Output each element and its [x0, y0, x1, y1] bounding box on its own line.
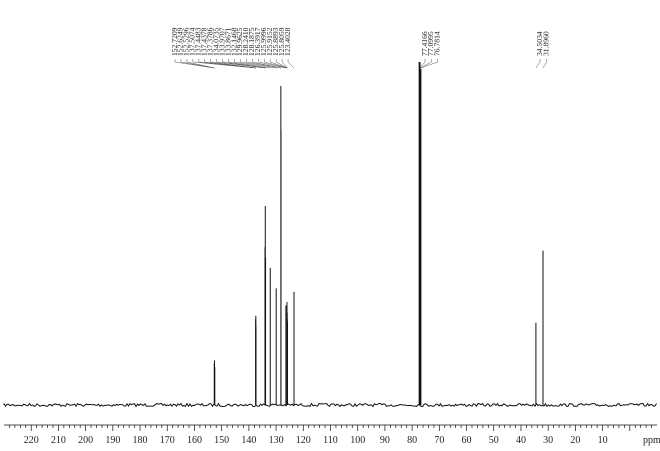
peak-shift-label: 137.4378	[200, 27, 209, 56]
tick-label: 50	[489, 435, 499, 446]
peak-label-layer: 152.7209152.6249152.5296137.5074137.4483…	[170, 27, 550, 69]
tick-label: 110	[323, 435, 338, 446]
peak-leader-line	[180, 59, 215, 69]
peak-shift-label: 31.8960	[541, 31, 550, 56]
peak-shift-label: 123.4028	[283, 27, 292, 56]
peak-shift-label: 152.5296	[182, 27, 191, 56]
tick-label: 100	[350, 435, 365, 446]
peak-shift-label: 76.7814	[432, 31, 441, 56]
peak-leader-line	[275, 59, 288, 69]
tick-label: 90	[380, 435, 390, 446]
peak-leader-line	[252, 59, 282, 69]
spectrum-baseline	[3, 402, 657, 408]
x-axis: 220 210 200 190 180 170 160 150 140 130 120 110 100 9…	[4, 424, 657, 446]
tick-label: 210	[51, 435, 66, 446]
peak-shift-label: 126.3917	[253, 27, 262, 56]
peak-shift-label: 77.0995	[426, 31, 435, 56]
tick-label: 180	[133, 435, 148, 446]
peak-leader-line	[240, 59, 277, 69]
x-axis-unit-label: ppm	[643, 435, 660, 446]
peak-leader-line	[216, 59, 266, 69]
peak-shift-label: 77.4166	[420, 31, 429, 56]
peak-leader-line	[210, 59, 257, 69]
peak-leader-line	[264, 59, 288, 69]
peak-shift-label: 125.8893	[271, 27, 280, 56]
peak-shift-label: 152.7209	[170, 27, 179, 56]
tick-label: 10	[598, 435, 608, 446]
peak-shift-label: 132.1468	[229, 27, 238, 56]
tick-label: 80	[407, 435, 417, 446]
peak-shift-label: 128.1875	[247, 27, 256, 56]
peak-shift-label: 137.5074	[188, 27, 197, 56]
peak-leader-line	[269, 59, 288, 69]
tick-label: 200	[78, 435, 93, 446]
peak-leader-line	[228, 59, 266, 69]
peak-leader-line	[234, 59, 271, 69]
peak-leader-line	[222, 59, 266, 69]
tick-label: 150	[214, 435, 229, 446]
peak-leader-line	[287, 59, 295, 69]
peak-shift-label: 152.6249	[176, 27, 185, 56]
tick-label: 160	[187, 435, 202, 446]
peak-leader-line	[246, 59, 281, 69]
peak-shift-label: 34.5034	[535, 31, 544, 56]
peak-leader-line	[258, 59, 286, 69]
peak-leader-line	[420, 59, 438, 69]
tick-label: 30	[543, 435, 553, 446]
tick-label: 130	[269, 435, 284, 446]
tick-label: 220	[24, 435, 39, 446]
peak-shift-label: 137.4483	[194, 27, 203, 56]
tick-label: 120	[296, 435, 311, 446]
peak-shift-label: 137.3786	[205, 27, 214, 56]
peak-shift-label: 134.0735	[211, 27, 220, 56]
tick-label: 70	[434, 435, 444, 446]
tick-label: 20	[570, 435, 580, 446]
peak-leader-line	[535, 59, 541, 69]
peak-shift-label: 133.9707	[217, 27, 226, 56]
tick-label: 170	[160, 435, 175, 446]
peak-leader-line	[204, 59, 256, 69]
peak-layer	[213, 62, 544, 405]
tick-label: 140	[241, 435, 256, 446]
peak-shift-label: 125.9996	[259, 27, 268, 56]
peak-shift-label: 125.8059	[277, 27, 286, 56]
peak-shift-label: 129.9625	[235, 27, 244, 56]
peak-shift-label: 128.2410	[241, 27, 250, 56]
peak-leader-line	[281, 59, 288, 69]
tick-label: 190	[105, 435, 120, 446]
peak-leader-line	[419, 59, 432, 69]
peak-shift-label: 133.8671	[223, 27, 232, 56]
tick-label: 60	[462, 435, 472, 446]
peak-leader-line	[418, 59, 426, 69]
tick-label: 40	[516, 435, 526, 446]
peak-leader-line	[174, 59, 215, 69]
peak-leader-line	[186, 59, 215, 69]
peak-leader-line	[542, 59, 547, 69]
peak-shift-label: 125.9152	[265, 27, 274, 56]
